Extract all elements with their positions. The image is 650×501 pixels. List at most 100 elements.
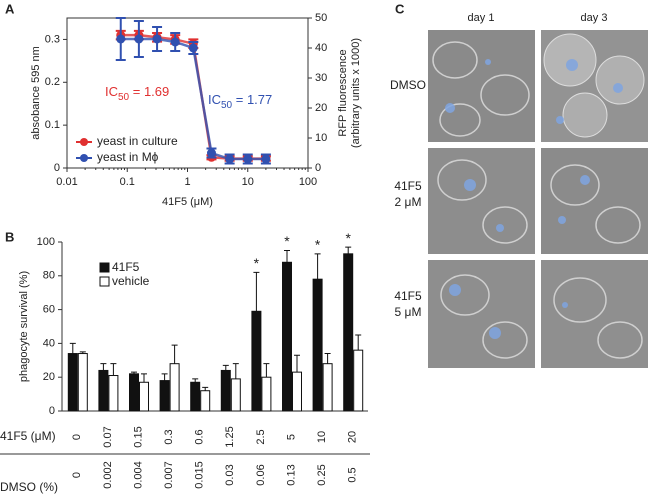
bar bbox=[322, 363, 333, 412]
row-label: DMSO bbox=[390, 78, 426, 92]
error-bar bbox=[192, 378, 199, 383]
dmso-label: 0.06 bbox=[255, 464, 267, 485]
x-tick-label: 0.15 bbox=[132, 426, 144, 447]
y2-tick-label: 30 bbox=[315, 72, 327, 84]
bar bbox=[108, 375, 119, 412]
legend-label: yeast in Mϕ bbox=[97, 150, 159, 164]
x-tick-label: 0.6 bbox=[194, 429, 206, 444]
significance-label: * bbox=[345, 230, 351, 246]
column-label: day 1 bbox=[468, 12, 495, 24]
error-bar bbox=[355, 334, 362, 351]
y-tick-label: 0.2 bbox=[45, 76, 60, 88]
bar bbox=[282, 261, 292, 412]
dmso-label: 0.004 bbox=[132, 461, 144, 489]
error-bar bbox=[222, 364, 229, 371]
y-tick-label: 80 bbox=[43, 270, 55, 282]
data-point bbox=[206, 148, 216, 158]
bar bbox=[77, 353, 88, 412]
error-bar bbox=[171, 344, 178, 364]
micrographs bbox=[428, 30, 648, 368]
y2-axis-label: (arbitrary units x 1000) bbox=[350, 38, 362, 148]
image bbox=[428, 30, 535, 142]
annotation: IC50 = 1.77 bbox=[208, 92, 272, 110]
row-label: 5 μM bbox=[395, 305, 422, 319]
bar bbox=[169, 363, 180, 412]
y2-tick-label: 50 bbox=[315, 12, 327, 24]
panel-label: A bbox=[5, 1, 15, 16]
panel-label: C bbox=[395, 1, 405, 16]
error-bar bbox=[253, 271, 260, 312]
error-bar bbox=[141, 373, 147, 383]
bar bbox=[251, 310, 262, 412]
bar bbox=[230, 378, 241, 412]
x-tick-label: 5 bbox=[285, 434, 297, 440]
data-point bbox=[243, 154, 253, 164]
x-tick-label: 1 bbox=[184, 176, 190, 188]
row-label: 2 μM bbox=[395, 195, 422, 209]
bar bbox=[261, 376, 272, 412]
dmso-label: 0.5 bbox=[347, 467, 359, 482]
bar bbox=[159, 380, 170, 412]
x-tick-label: 0.3 bbox=[163, 429, 175, 444]
x-tick-label: 20 bbox=[347, 431, 359, 443]
error-bar bbox=[232, 363, 239, 379]
significance-label: * bbox=[284, 233, 290, 249]
dmso-label: 0.007 bbox=[163, 461, 175, 489]
x-tick-label: 10 bbox=[242, 176, 254, 188]
y-tick-label: 40 bbox=[43, 337, 55, 349]
bar bbox=[200, 390, 211, 412]
error-bar bbox=[79, 351, 86, 354]
error-bar bbox=[110, 363, 117, 376]
row-label: 41F5 bbox=[394, 289, 422, 303]
annotation-part: = 1.77 bbox=[232, 92, 272, 107]
data-point bbox=[188, 43, 198, 53]
y2-tick-label: 20 bbox=[315, 102, 327, 114]
x-tick-label: 2.5 bbox=[255, 429, 267, 444]
image bbox=[428, 260, 535, 368]
error-bar bbox=[324, 353, 331, 364]
bar bbox=[98, 369, 109, 412]
x-tick-label: 100 bbox=[299, 176, 317, 188]
legend-marker bbox=[80, 154, 88, 162]
y-tick-label: 0 bbox=[54, 162, 60, 174]
annotation: IC50 = 1.69 bbox=[105, 84, 169, 102]
y-tick-label: 0 bbox=[49, 405, 55, 417]
legend-swatch bbox=[99, 276, 110, 287]
data-point bbox=[134, 34, 144, 44]
annotation-part: = 1.69 bbox=[129, 84, 169, 99]
data-point bbox=[261, 154, 271, 164]
dmso-label: 0.002 bbox=[102, 461, 114, 489]
annotation-part: IC bbox=[208, 92, 221, 107]
bar bbox=[67, 353, 78, 412]
x-tick-label: 0.07 bbox=[102, 426, 114, 447]
dmso-label: 0.25 bbox=[316, 464, 328, 485]
error-bar bbox=[131, 371, 137, 374]
bar bbox=[190, 381, 201, 412]
bar bbox=[129, 373, 139, 412]
bar bbox=[353, 349, 364, 412]
legend-swatch bbox=[99, 262, 110, 273]
x-tick-label: 10 bbox=[316, 431, 328, 443]
legend-marker bbox=[80, 138, 88, 146]
data-point bbox=[170, 37, 180, 47]
data-point bbox=[152, 34, 162, 44]
bar bbox=[343, 253, 354, 412]
legend-label: 41F5 bbox=[112, 260, 140, 274]
panel-label: B bbox=[5, 229, 14, 244]
bar bbox=[292, 371, 302, 412]
data-point bbox=[225, 154, 235, 164]
row-label: 41F5 (μM) bbox=[0, 429, 56, 443]
y-tick-label: 100 bbox=[37, 236, 55, 248]
image bbox=[541, 260, 648, 368]
y2-tick-label: 10 bbox=[315, 132, 327, 144]
error-bar bbox=[69, 342, 76, 354]
legend-label: yeast in culture bbox=[97, 134, 178, 148]
x-tick-label: 1.25 bbox=[224, 426, 236, 447]
error-bar bbox=[100, 363, 107, 371]
annotation-part: 50 bbox=[221, 100, 233, 111]
y-tick-label: 60 bbox=[43, 304, 55, 316]
error-bar bbox=[202, 386, 209, 391]
y2-tick-label: 0 bbox=[315, 162, 321, 174]
bar bbox=[220, 369, 231, 412]
y-tick-label: 0.1 bbox=[45, 119, 60, 131]
